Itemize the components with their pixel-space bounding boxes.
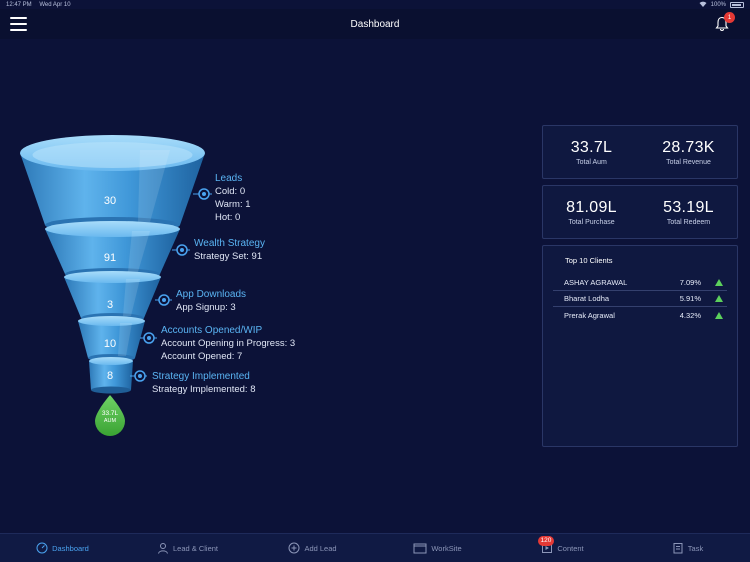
stage-label-app-downloads: App Downloads App Signup: 3 [176, 288, 246, 314]
stage-value-app-downloads: 3 [106, 299, 114, 311]
tab-content[interactable]: 120 Content [500, 534, 625, 562]
tab-worksite[interactable]: WorkSite [375, 534, 500, 562]
aum-drop-value: 33.7L [101, 410, 119, 417]
stage-detail: Account Opened: 7 [161, 351, 243, 362]
stage-value-leads: 30 [103, 195, 117, 207]
funnel-stage-app-downloads [64, 271, 161, 323]
client-percent: 7.09% [679, 278, 701, 287]
stage-label-accounts-opened: Accounts Opened/WIP Account Opening in P… [161, 324, 295, 363]
client-row[interactable]: Prerak Agrawal 4.32% [553, 307, 727, 323]
page-title: Dashboard [350, 18, 400, 30]
hamburger-menu-icon[interactable] [10, 17, 27, 31]
content-badge: 120 [537, 536, 555, 546]
battery-percent: 100% [710, 1, 726, 8]
stage-title: Accounts Opened/WIP [161, 325, 263, 336]
metric-total-aum: 33.7L Total Aum [543, 126, 640, 178]
metric-label: Total Purchase [568, 218, 615, 226]
metric-value: 33.7L [570, 138, 613, 156]
client-percent: 4.32% [679, 310, 701, 320]
stage-title: Leads [215, 173, 243, 184]
tab-label: Lead & Client [172, 543, 219, 553]
stage-value-wealth-strategy: 91 [103, 252, 117, 264]
client-name: Bharat Lodha [564, 294, 610, 303]
battery-icon [730, 1, 744, 8]
funnel-connectors [130, 188, 212, 382]
trend-up-icon [715, 311, 723, 319]
tab-add-lead[interactable]: Add Lead [250, 534, 375, 562]
metric-label: Total Revenue [666, 158, 711, 166]
wifi-icon [699, 1, 707, 9]
stage-detail: Account Opening in Progress: 3 [161, 338, 296, 349]
tab-lead-client[interactable]: Lead & Client [125, 534, 250, 562]
nav-bar: Dashboard 1 [0, 9, 750, 39]
tab-label: Dashboard [52, 543, 89, 553]
metric-card-purchase-redeem: 81.09L Total Purchase 53.19L Total Redee… [542, 185, 738, 239]
stage-detail: Cold: 0 [215, 186, 246, 197]
funnel-stage-strategy-implemented [89, 357, 133, 394]
metric-value: 53.19L [663, 198, 714, 216]
metric-label: Total Aum [576, 158, 607, 166]
status-bar: 12:47 PM Wed Apr 10 100% [0, 0, 750, 9]
status-date: Wed Apr 10 [39, 1, 71, 8]
notification-badge: 1 [724, 12, 735, 23]
metric-value: 28.73K [662, 138, 715, 156]
trend-up-icon [715, 295, 723, 302]
task-icon [673, 543, 683, 554]
tab-label: WorkSite [431, 543, 462, 553]
metric-total-revenue: 28.73K Total Revenue [640, 126, 737, 178]
stage-detail: Warm: 1 [215, 199, 251, 210]
stage-detail: Strategy Implemented: 8 [152, 384, 256, 395]
metric-total-redeem: 53.19L Total Redeem [640, 186, 737, 238]
plus-circle-icon [288, 542, 300, 554]
notification-bell-icon[interactable]: 1 [714, 12, 735, 32]
tab-label: Content [557, 543, 584, 553]
tab-dashboard[interactable]: Dashboard [0, 534, 125, 562]
stage-title: Wealth Strategy [194, 238, 265, 249]
funnel-stage-leads [20, 135, 205, 233]
tab-label: Add Lead [304, 543, 337, 553]
stage-title: App Downloads [176, 289, 247, 300]
stage-value-strategy-implemented: 8 [106, 370, 114, 382]
client-percent: 5.91% [679, 294, 701, 303]
bottom-tab-bar: Dashboard Lead & Client Add Lead WorkSit… [0, 533, 750, 562]
metric-label: Total Redeem [666, 218, 711, 226]
client-name: ASHAY AGRAWAL [564, 278, 628, 287]
stage-detail: Hot: 0 [215, 212, 241, 223]
stage-detail: Strategy Set: 91 [194, 251, 263, 262]
client-row[interactable]: ASHAY AGRAWAL 7.09% [553, 275, 727, 291]
tab-label: Task [687, 543, 704, 553]
stage-label-wealth-strategy: Wealth Strategy Strategy Set: 91 [194, 237, 265, 263]
metric-card-aum-revenue: 33.7L Total Aum 28.73K Total Revenue [542, 125, 738, 179]
stage-title: Strategy Implemented [152, 371, 250, 382]
aum-drop-icon [95, 395, 125, 436]
stage-label-leads: Leads Cold: 0 Warm: 1 Hot: 0 [215, 172, 251, 224]
top-clients-card: Top 10 Clients ASHAY AGRAWAL 7.09% Bhara… [542, 245, 738, 447]
trend-up-icon [715, 279, 723, 286]
sales-funnel: 30 91 3 10 8 33.7L AUM Leads Cold: 0 War… [20, 135, 295, 436]
status-time: 12:47 PM [6, 1, 32, 8]
client-row[interactable]: Bharat Lodha 5.91% [553, 291, 727, 307]
aum-drop-label: AUM [103, 418, 117, 424]
client-name: Prerak Agrawal [564, 310, 615, 320]
folder-icon [413, 543, 427, 554]
stage-label-strategy-implemented: Strategy Implemented Strategy Implemente… [152, 370, 256, 396]
metric-value: 81.09L [566, 198, 617, 216]
gauge-icon [36, 542, 48, 554]
tab-task[interactable]: Task [625, 534, 750, 562]
top-clients-title: Top 10 Clients [565, 256, 613, 265]
stage-detail: App Signup: 3 [176, 302, 236, 313]
stage-value-accounts-opened: 10 [103, 338, 117, 350]
person-icon [157, 543, 168, 554]
metric-total-purchase: 81.09L Total Purchase [543, 186, 640, 238]
